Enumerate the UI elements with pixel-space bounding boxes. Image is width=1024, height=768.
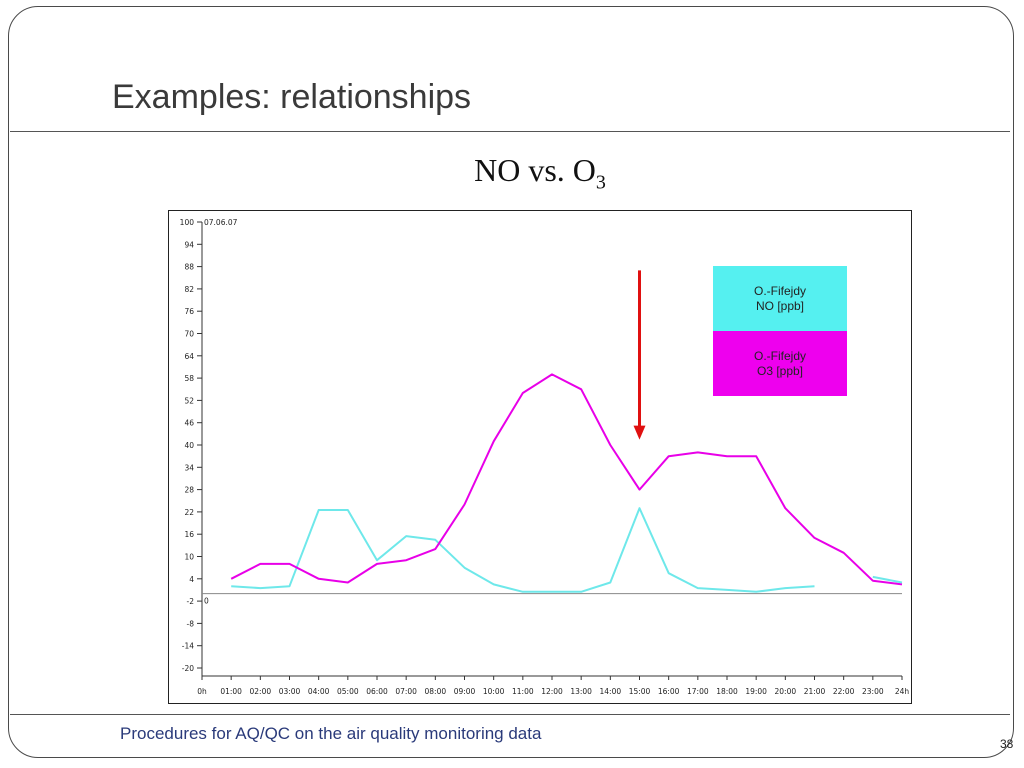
y-tick-label: 88 <box>184 263 194 272</box>
x-tick-label: 19:00 <box>745 687 767 696</box>
x-tick-label: 22:00 <box>833 687 855 696</box>
y-tick-label: 10 <box>184 553 194 562</box>
x-tick-label: 24h <box>895 687 910 696</box>
line-chart: 100 94 88 82 76 70 64 58 52 46 40 34 28 22 16 10 4 -2 -8 -1… <box>180 218 910 696</box>
y-tick-label: 100 <box>180 218 195 227</box>
zero-label: 0 <box>204 597 209 606</box>
chart-legend: O.-Fifejdy NO [ppb] O.-Fifejdy O3 [ppb] <box>713 266 847 396</box>
x-tick-label: 02:00 <box>250 687 272 696</box>
y-tick-label: 28 <box>184 486 194 495</box>
x-tick-label: 15:00 <box>629 687 651 696</box>
slide-frame <box>8 6 1014 758</box>
x-tick-label: 09:00 <box>454 687 476 696</box>
legend-o3-line2: O3 [ppb] <box>756 363 804 378</box>
y-tick-label: 22 <box>184 508 194 517</box>
x-tick-label: 11:00 <box>512 687 534 696</box>
x-tick-label: 10:00 <box>483 687 505 696</box>
x-tick-label: 05:00 <box>337 687 359 696</box>
y-tick-label: -2 <box>187 597 195 606</box>
footer-divider <box>10 714 1010 715</box>
y-tick-label: 58 <box>184 374 194 383</box>
slide-title: Examples: relationships <box>112 78 472 116</box>
legend-o3-line1: O.-Fifejdy <box>753 348 806 363</box>
slide-footer: Procedures for AQ/QC on the air quality … <box>120 724 542 743</box>
x-tick-label: 04:00 <box>308 687 330 696</box>
y-tick-label: 40 <box>184 441 194 450</box>
series-line-1 <box>230 373 903 586</box>
y-tick-label: 52 <box>184 396 194 405</box>
title-divider <box>10 131 1010 132</box>
y-tick-label: 46 <box>184 419 194 428</box>
x-tick-label: 08:00 <box>425 687 447 696</box>
y-tick-label: -14 <box>182 642 194 651</box>
x-tick-label: 0h <box>197 687 207 696</box>
x-tick-label: 06:00 <box>366 687 388 696</box>
y-tick-label: 94 <box>184 240 194 249</box>
y-tick-label: 34 <box>184 463 194 472</box>
x-tick-label: 20:00 <box>775 687 797 696</box>
legend-no-line1: O.-Fifejdy <box>753 283 806 298</box>
series-line-2 <box>872 575 903 584</box>
x-tick-label: 18:00 <box>716 687 738 696</box>
x-tick-label: 21:00 <box>804 687 826 696</box>
legend-entry-o3: O.-Fifejdy O3 [ppb] <box>713 331 847 396</box>
x-tick-label: 03:00 <box>279 687 301 696</box>
series-line-0 <box>231 507 815 593</box>
x-tick-label: 23:00 <box>862 687 884 696</box>
x-tick-label: 14:00 <box>600 687 622 696</box>
y-tick-label: -20 <box>182 664 194 673</box>
x-tick-label: 17:00 <box>687 687 709 696</box>
date-label: 07.06.07 <box>204 218 238 227</box>
x-tick-label: 12:00 <box>541 687 563 696</box>
x-tick-label: 07:00 <box>395 687 417 696</box>
y-tick-label: 82 <box>184 285 194 294</box>
x-tick-label: 16:00 <box>658 687 680 696</box>
y-tick-label: 64 <box>184 352 194 361</box>
legend-no-line2: NO [ppb] <box>755 298 805 313</box>
chart-subtitle: NO vs. O3 <box>0 152 1024 194</box>
arrow-head <box>633 425 646 440</box>
y-tick-label: 70 <box>184 330 194 339</box>
y-tick-label: -8 <box>187 619 195 628</box>
legend-entry-no: O.-Fifejdy NO [ppb] <box>713 266 847 331</box>
y-tick-label: 76 <box>184 307 194 316</box>
y-tick-label: 16 <box>184 530 194 539</box>
y-tick-label: 4 <box>189 575 194 584</box>
subtitle-main: NO vs. O <box>474 152 596 188</box>
x-tick-label: 13:00 <box>570 687 592 696</box>
x-tick-label: 01:00 <box>220 687 242 696</box>
page-number: 38 <box>1000 737 1014 751</box>
subtitle-subscript: 3 <box>595 171 606 194</box>
